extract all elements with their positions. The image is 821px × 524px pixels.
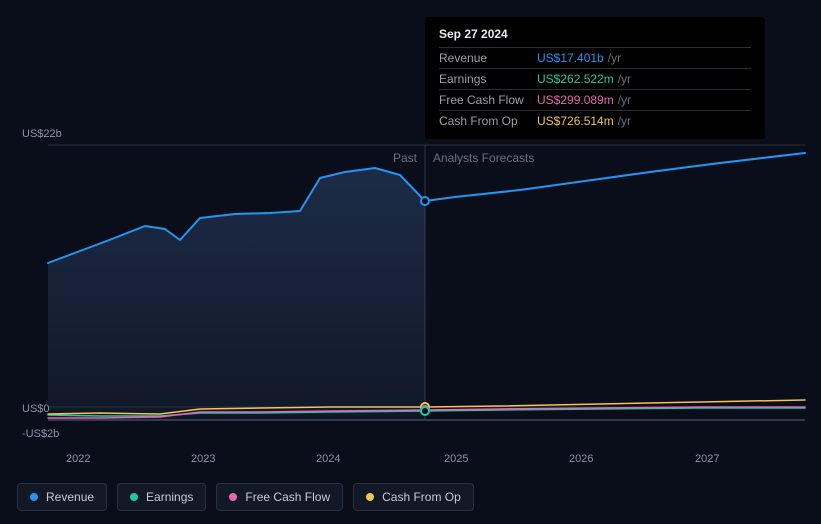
x-axis-label: 2026 xyxy=(569,453,593,465)
forecast-section-label: Analysts Forecasts xyxy=(433,151,534,165)
tooltip-row-unit: /yr xyxy=(618,93,631,107)
legend-item-label: Earnings xyxy=(146,490,193,504)
y-axis-label: US$22b xyxy=(22,128,62,140)
x-axis-label: 2024 xyxy=(316,453,340,465)
tooltip-row: RevenueUS$17.401b/yr xyxy=(439,47,751,68)
tooltip-row-label: Free Cash Flow xyxy=(439,93,537,107)
legend-dot-icon xyxy=(229,493,237,501)
legend-dot-icon xyxy=(130,493,138,501)
chart-container: US$22b US$0 -US$2b 2022 2023 2024 2025 2026 202… xyxy=(0,0,821,524)
x-axis-label: 2023 xyxy=(191,453,215,465)
past-section-label: Past xyxy=(393,151,417,165)
tooltip-row-label: Cash From Op xyxy=(439,114,537,128)
legend-dot-icon xyxy=(30,493,38,501)
tooltip-row: Cash From OpUS$726.514m/yr xyxy=(439,110,751,131)
legend-item-revenue[interactable]: Revenue xyxy=(17,483,107,511)
legend-item-earnings[interactable]: Earnings xyxy=(117,483,206,511)
tooltip-row-value: US$299.089m xyxy=(537,93,614,107)
legend-item-label: Cash From Op xyxy=(382,490,461,504)
tooltip-row-unit: /yr xyxy=(618,114,631,128)
x-axis-label: 2027 xyxy=(695,453,719,465)
legend-item-label: Free Cash Flow xyxy=(245,490,330,504)
tooltip-row: EarningsUS$262.522m/yr xyxy=(439,68,751,89)
y-axis-label: US$0 xyxy=(22,403,50,415)
data-tooltip: Sep 27 2024 RevenueUS$17.401b/yrEarnings… xyxy=(425,17,765,139)
tooltip-row-label: Revenue xyxy=(439,51,537,65)
tooltip-row-unit: /yr xyxy=(618,72,631,86)
legend-item-label: Revenue xyxy=(46,490,94,504)
tooltip-row: Free Cash FlowUS$299.089m/yr xyxy=(439,89,751,110)
legend-item-free-cash-flow[interactable]: Free Cash Flow xyxy=(216,483,343,511)
tooltip-row-value: US$262.522m xyxy=(537,72,614,86)
x-axis-label: 2025 xyxy=(444,453,468,465)
legend-dot-icon xyxy=(366,493,374,501)
tooltip-row-value: US$17.401b xyxy=(537,51,604,65)
x-axis-label: 2022 xyxy=(66,453,90,465)
y-axis-label: -US$2b xyxy=(22,428,59,440)
tooltip-date: Sep 27 2024 xyxy=(439,27,751,41)
legend-item-cash-from-op[interactable]: Cash From Op xyxy=(353,483,474,511)
tooltip-row-label: Earnings xyxy=(439,72,537,86)
tooltip-row-unit: /yr xyxy=(608,51,621,65)
tooltip-row-value: US$726.514m xyxy=(537,114,614,128)
chart-legend: Revenue Earnings Free Cash Flow Cash From O… xyxy=(17,483,474,511)
